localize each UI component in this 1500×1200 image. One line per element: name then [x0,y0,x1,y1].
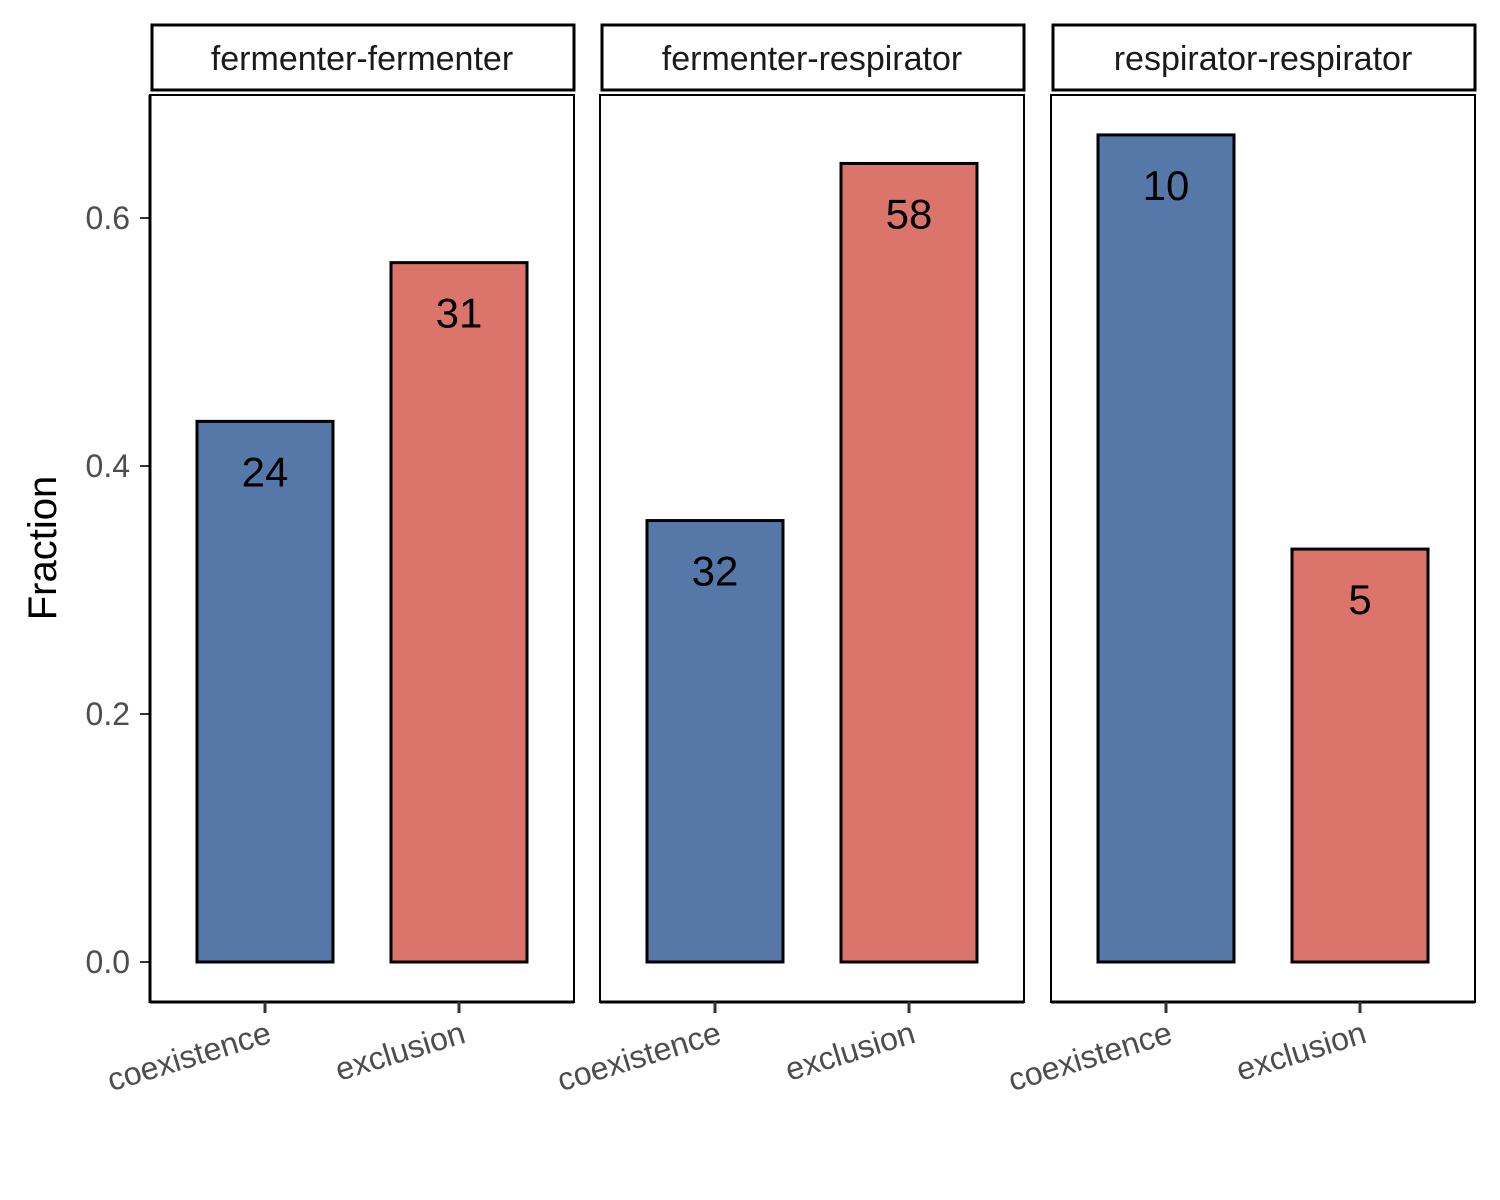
x-tick-label: coexistence [103,1014,275,1098]
facet-strip [600,23,1026,92]
bar-coexistence [645,519,785,964]
facet-panels: fermenter-fermenter 24 coexistence 31 exclus… [103,23,1477,1098]
bar-coexistence [1096,133,1236,964]
x-tick-label: exclusion [1232,1014,1370,1087]
x-tick-label: exclusion [781,1014,919,1087]
facet-panel: respirator-respirator 10 coexistence 5 exclu… [1004,23,1477,1098]
bar-coexistence [195,419,335,964]
y-axis: 0.0 0.2 0.4 0.6 [86,200,149,980]
facet-panel: fermenter-respirator 32 coexistence 58 exclu… [553,23,1026,1098]
y-tick-label: 0.2 [86,696,130,732]
bar-count-label: 10 [1143,162,1190,209]
facet-strip [150,23,576,92]
bar-exclusion [839,161,979,964]
y-axis-title: Fraction [21,476,65,621]
bar-count-label: 31 [436,290,483,337]
y-tick-label: 0.0 [86,944,130,980]
facet-panel: fermenter-fermenter 24 coexistence 31 exclus… [103,23,576,1098]
y-tick-label: 0.6 [86,200,130,236]
facet-strip-title: respirator-respirator [1114,40,1413,78]
bar-count-label: 5 [1348,576,1371,623]
facet-strip [1051,23,1477,92]
x-tick-label: coexistence [1004,1014,1176,1098]
bar-count-label: 58 [886,190,933,237]
bar-exclusion [389,261,529,964]
y-tick-label: 0.4 [86,448,130,484]
bar-exclusion [1290,547,1430,964]
x-tick-label: exclusion [331,1014,469,1087]
facet-strip-title: fermenter-respirator [662,40,962,78]
facet-strip-title: fermenter-fermenter [211,40,513,78]
bar-count-label: 32 [692,548,739,595]
x-tick-label: coexistence [553,1014,725,1098]
bar-count-label: 24 [242,448,289,495]
